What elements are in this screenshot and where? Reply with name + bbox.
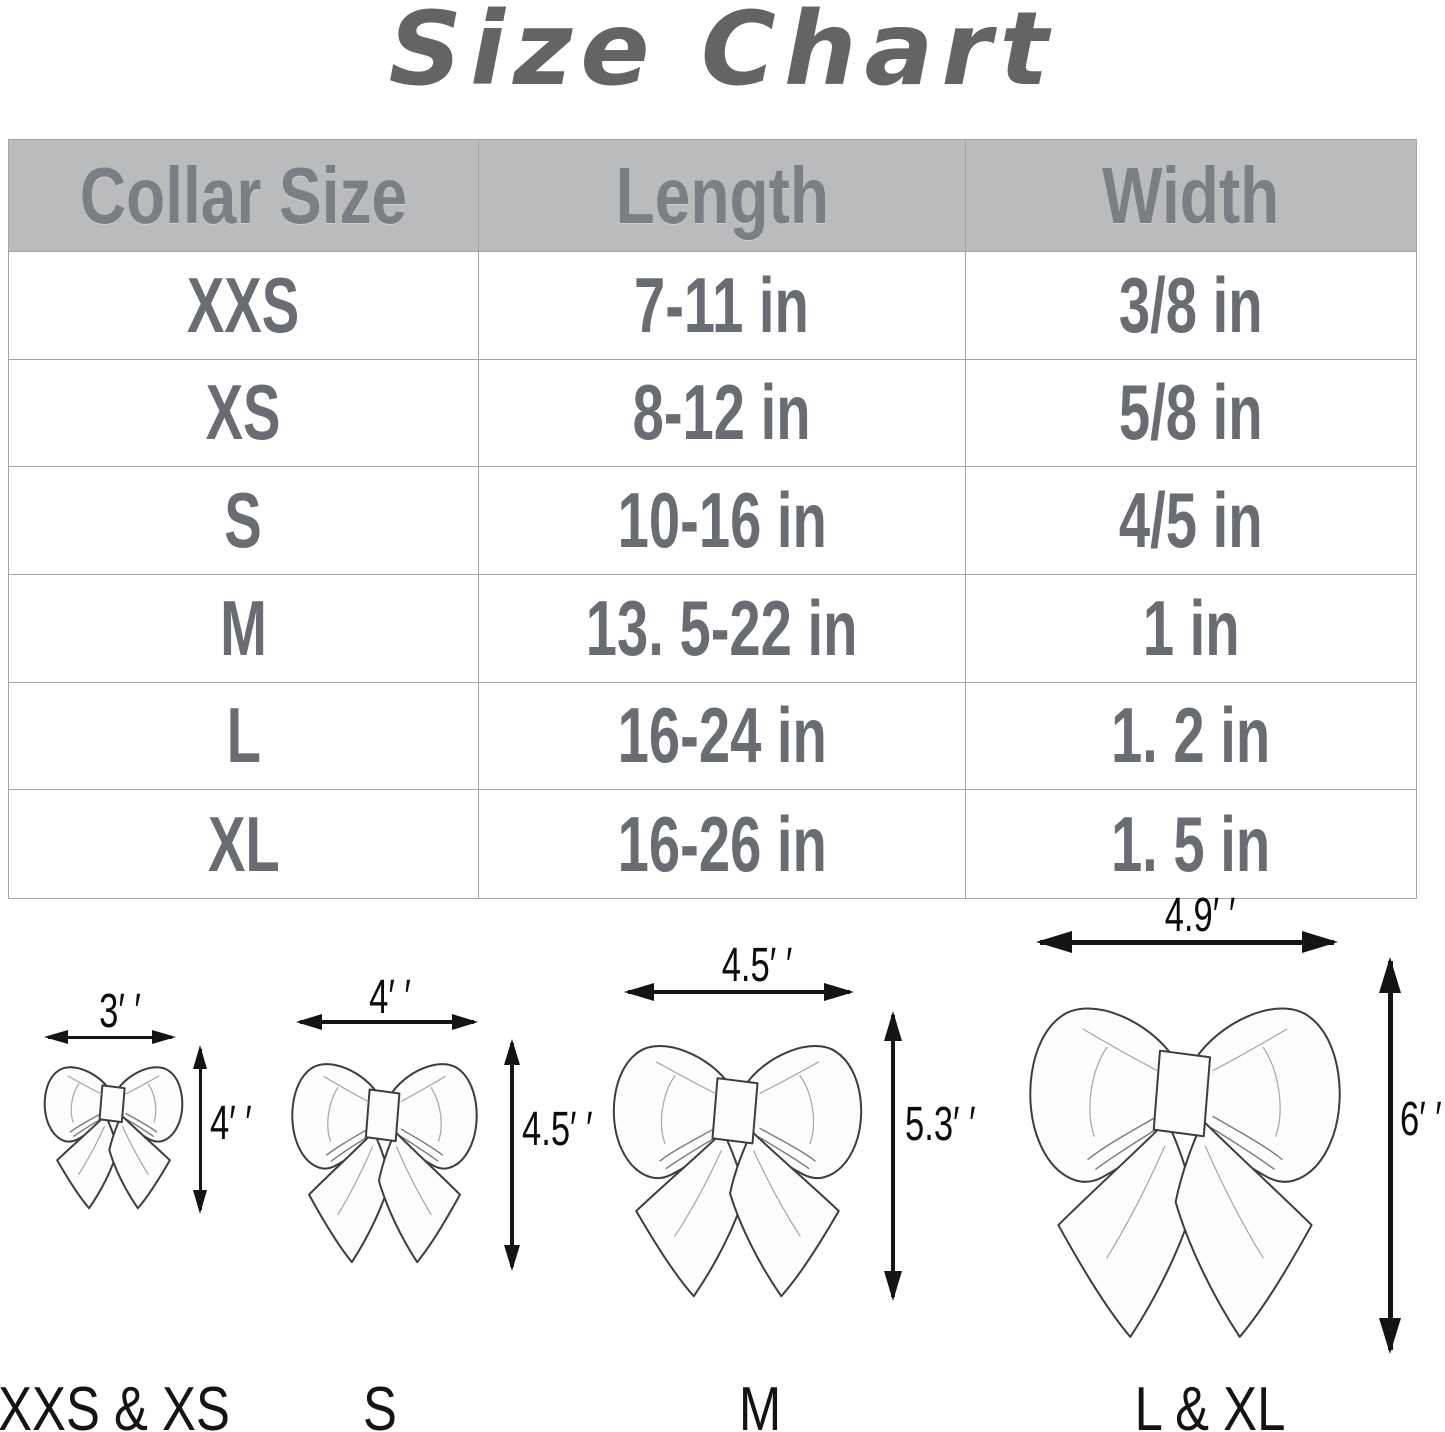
- header-cell-length: Length: [478, 140, 966, 252]
- arrow-line: [48, 1035, 172, 1039]
- figure-size-label: M: [738, 1375, 782, 1432]
- sailor-bow-diagram: [1028, 1006, 1342, 1339]
- height-dimension-label: 4.5′ ′: [522, 1103, 593, 1156]
- header-label: Width: [1102, 150, 1280, 240]
- width-dimension-label: 4.9′ ′: [1164, 889, 1236, 942]
- arrow-line: [891, 1015, 895, 1297]
- table-cell: 1. 2 in: [965, 683, 1416, 791]
- size-table: Collar Size Length Width XXS 7-11 in 3/8…: [8, 139, 1417, 899]
- arrowhead-left-icon: [624, 983, 654, 1001]
- height-dimension-label: 6′ ′: [1400, 1093, 1442, 1146]
- table-cell: M: [9, 574, 479, 683]
- sailor-bow-diagram: [291, 1063, 478, 1264]
- arrowhead-down-icon: [1379, 1318, 1401, 1354]
- table-cell: XXS: [9, 252, 479, 360]
- table-cell: S: [9, 467, 479, 575]
- arrowhead-up-icon: [193, 1045, 207, 1069]
- figure-size-label: L & XL: [1134, 1375, 1286, 1432]
- arrowhead-left-icon: [1036, 931, 1072, 953]
- width-dimension-label: 4′ ′: [369, 971, 411, 1024]
- arrowhead-up-icon: [504, 1039, 520, 1065]
- table-cell: 1 in: [965, 575, 1416, 683]
- table-cell: 5/8 in: [965, 360, 1416, 468]
- header-label: Collar Size: [79, 150, 408, 240]
- figure-size-label: XXS & XS: [0, 1375, 230, 1432]
- arrowhead-up-icon: [884, 1011, 902, 1041]
- width-dimension-label: 4.5′ ′: [721, 939, 793, 992]
- table-cell: XL: [9, 790, 479, 898]
- table-cell: 16-26 in: [479, 790, 966, 898]
- arrow-line: [1040, 939, 1334, 945]
- arrowhead-down-icon: [884, 1271, 902, 1301]
- table-cell: 13. 5-22 in: [478, 574, 966, 683]
- arrowhead-down-icon: [193, 1190, 207, 1214]
- arrowhead-left-icon: [296, 1014, 322, 1030]
- header-cell-collar-size: Collar Size: [9, 140, 479, 252]
- width-dimension-label: 3′ ′: [99, 985, 141, 1038]
- height-dimension-label: 5.3′ ′: [905, 1098, 976, 1151]
- arrow-line: [198, 1049, 202, 1210]
- arrow-line: [510, 1043, 514, 1267]
- table-cell: 4/5 in: [965, 467, 1416, 575]
- sailor-bow-diagram: [43, 1066, 184, 1209]
- arrowhead-right-icon: [452, 1014, 478, 1030]
- arrow-line: [300, 1020, 474, 1024]
- table-cell: 3/8 in: [965, 252, 1416, 360]
- arrow-line: [628, 990, 850, 994]
- table-cell: L: [9, 682, 479, 791]
- arrow-line: [1387, 961, 1393, 1350]
- figure-size-label: S: [363, 1375, 397, 1432]
- table-cell: 8-12 in: [478, 359, 966, 468]
- arrowhead-right-icon: [152, 1030, 176, 1044]
- page-title: Size Chart: [388, 0, 1057, 109]
- arrowhead-left-icon: [44, 1030, 68, 1044]
- table-cell: 16-24 in: [478, 682, 966, 791]
- arrowhead-right-icon: [824, 983, 854, 1001]
- table-cell: 1. 5 in: [1111, 799, 1271, 888]
- arrowhead-down-icon: [504, 1245, 520, 1271]
- header-label: Length: [615, 150, 829, 240]
- table-cell: 7-11 in: [478, 252, 966, 360]
- table-cell: XS: [9, 359, 479, 468]
- height-dimension-label: 4′ ′: [210, 1097, 252, 1150]
- table-cell: 10-16 in: [478, 467, 966, 575]
- arrowhead-right-icon: [1302, 931, 1338, 953]
- sailor-bow-diagram: [612, 1044, 863, 1298]
- arrowhead-up-icon: [1379, 957, 1401, 993]
- header-cell-width: Width: [965, 140, 1416, 252]
